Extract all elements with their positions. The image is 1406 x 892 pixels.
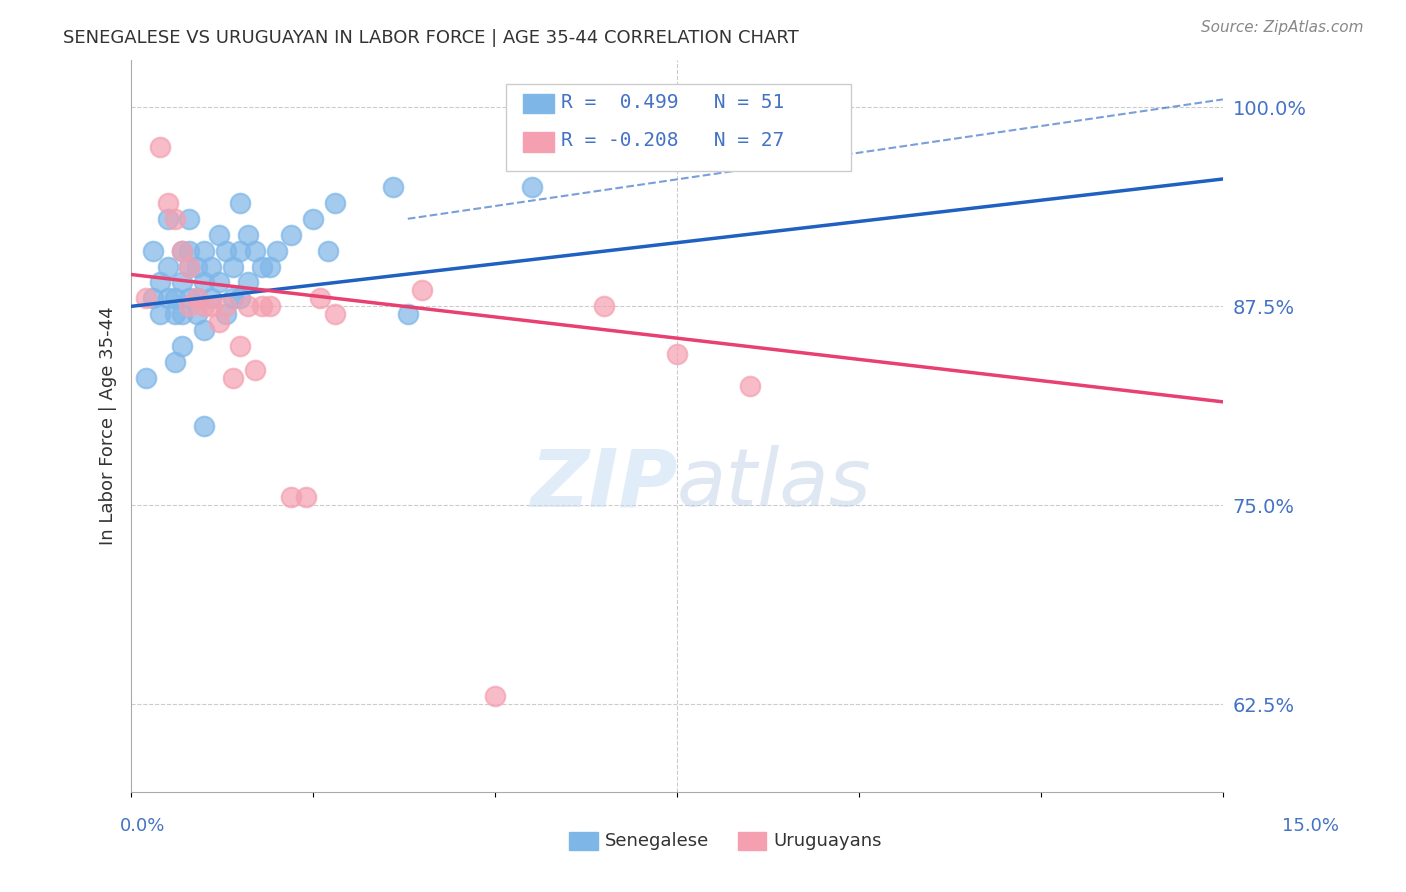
Point <box>186 292 208 306</box>
Point <box>252 260 274 274</box>
Point <box>163 307 186 321</box>
Point <box>186 292 208 306</box>
Point <box>200 299 222 313</box>
Point <box>156 292 179 306</box>
Point <box>236 299 259 313</box>
Point <box>193 299 215 313</box>
Point <box>243 244 266 258</box>
Point <box>259 260 281 274</box>
Text: 0.0%: 0.0% <box>120 817 165 835</box>
Point <box>193 418 215 433</box>
Point <box>229 292 252 306</box>
Point <box>193 323 215 337</box>
Point <box>156 211 179 226</box>
Point <box>236 276 259 290</box>
Point <box>411 284 433 298</box>
Point <box>142 244 165 258</box>
Point <box>738 379 761 393</box>
Point <box>229 244 252 258</box>
Point <box>222 292 245 306</box>
Point <box>302 211 325 226</box>
Point <box>193 276 215 290</box>
Point <box>222 371 245 385</box>
Point <box>215 299 238 313</box>
Point <box>259 299 281 313</box>
Point <box>149 276 172 290</box>
Point <box>323 195 346 210</box>
Point <box>149 140 172 154</box>
Point <box>252 299 274 313</box>
Point <box>172 244 194 258</box>
Point <box>186 260 208 274</box>
Point <box>135 371 157 385</box>
Point <box>207 276 229 290</box>
Point <box>396 307 419 321</box>
Point <box>295 491 318 505</box>
Text: Senegalese: Senegalese <box>605 832 709 850</box>
Point <box>156 195 179 210</box>
Point <box>172 276 194 290</box>
Point <box>179 211 201 226</box>
Text: R =  0.499   N = 51: R = 0.499 N = 51 <box>561 93 785 112</box>
Point <box>179 260 201 274</box>
Point <box>484 690 506 704</box>
Point <box>593 299 616 313</box>
Point <box>179 292 201 306</box>
Point <box>207 227 229 242</box>
Text: Source: ZipAtlas.com: Source: ZipAtlas.com <box>1201 20 1364 35</box>
Text: SENEGALESE VS URUGUAYAN IN LABOR FORCE | AGE 35-44 CORRELATION CHART: SENEGALESE VS URUGUAYAN IN LABOR FORCE |… <box>63 29 799 46</box>
Point <box>179 244 201 258</box>
Text: Uruguayans: Uruguayans <box>773 832 882 850</box>
Point <box>229 339 252 353</box>
Point <box>149 307 172 321</box>
Point <box>316 244 339 258</box>
Point <box>172 244 194 258</box>
Text: 15.0%: 15.0% <box>1281 817 1339 835</box>
Point <box>236 227 259 242</box>
Point <box>163 355 186 369</box>
Point <box>172 307 194 321</box>
Point <box>163 211 186 226</box>
Point <box>200 260 222 274</box>
Point <box>200 292 222 306</box>
Point <box>172 339 194 353</box>
Point <box>280 227 302 242</box>
Text: R = -0.208   N = 27: R = -0.208 N = 27 <box>561 131 785 151</box>
Point <box>382 180 405 194</box>
Point <box>179 299 201 313</box>
Point <box>179 260 201 274</box>
Text: atlas: atlas <box>678 445 872 524</box>
Text: ZIP: ZIP <box>530 445 678 524</box>
Point <box>135 292 157 306</box>
Point <box>666 347 689 361</box>
Point <box>280 491 302 505</box>
Point <box>215 244 238 258</box>
Y-axis label: In Labor Force | Age 35-44: In Labor Force | Age 35-44 <box>100 307 117 545</box>
Point <box>243 363 266 377</box>
Point <box>229 195 252 210</box>
Point <box>186 307 208 321</box>
Point <box>309 292 332 306</box>
Point <box>266 244 288 258</box>
Point <box>543 148 565 162</box>
Point <box>520 180 543 194</box>
Point <box>193 244 215 258</box>
Point <box>163 292 186 306</box>
Point <box>323 307 346 321</box>
Point <box>222 260 245 274</box>
Point <box>207 315 229 329</box>
Point <box>156 260 179 274</box>
Point <box>142 292 165 306</box>
Point <box>215 307 238 321</box>
